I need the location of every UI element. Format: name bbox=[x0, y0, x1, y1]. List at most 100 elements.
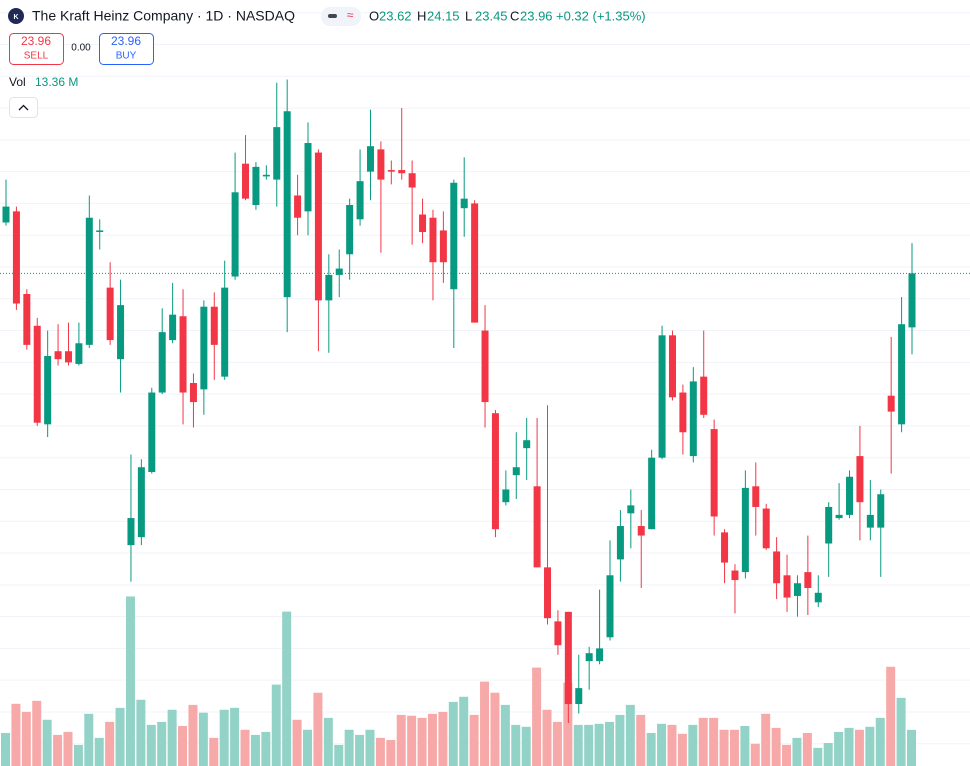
volume-bar bbox=[886, 666, 896, 766]
candle-body bbox=[679, 392, 687, 433]
volume-bar bbox=[146, 724, 156, 766]
candle-body bbox=[783, 575, 791, 598]
candle-body bbox=[606, 575, 614, 638]
volume-bar bbox=[282, 611, 292, 766]
volume-bar bbox=[594, 723, 604, 766]
ohlc-value: 23.62 bbox=[379, 8, 412, 23]
ohlc-letter: O bbox=[369, 8, 379, 23]
volume-bar bbox=[157, 721, 167, 766]
volume-bar bbox=[94, 737, 104, 766]
candle-body bbox=[648, 457, 656, 530]
volume-bar bbox=[823, 743, 833, 766]
candle-body bbox=[814, 592, 822, 603]
candle-body bbox=[835, 514, 843, 519]
volume-value: 13.36 M bbox=[35, 75, 78, 89]
volume-bar bbox=[480, 681, 490, 766]
candle-body bbox=[158, 332, 166, 393]
volume-bar bbox=[438, 711, 448, 766]
volume-bar bbox=[73, 744, 83, 766]
volume-bar bbox=[1, 733, 10, 766]
candle-body bbox=[450, 182, 458, 290]
ohlc-letter: L bbox=[465, 8, 472, 23]
candle-body bbox=[700, 376, 708, 415]
candle-body bbox=[408, 173, 416, 188]
candle-body bbox=[33, 325, 41, 423]
volume-bar bbox=[240, 729, 250, 766]
candle-body bbox=[221, 287, 229, 377]
volume-bar bbox=[303, 729, 312, 766]
pill-icon: ≈ bbox=[347, 8, 354, 22]
candle-body bbox=[846, 476, 854, 515]
volume-bar bbox=[490, 692, 500, 766]
collapse-button[interactable] bbox=[9, 97, 38, 118]
volume-bar bbox=[198, 712, 208, 766]
volume-title: Vol bbox=[9, 75, 26, 89]
volume-bar bbox=[646, 733, 656, 766]
candle-body bbox=[898, 324, 906, 425]
candle-body bbox=[554, 621, 562, 646]
ohlc-letter: C bbox=[510, 8, 519, 23]
pill-icon bbox=[328, 14, 337, 18]
volume-bar bbox=[63, 731, 73, 766]
volume-bar bbox=[615, 714, 625, 766]
volume-bar bbox=[42, 719, 52, 766]
volume-bar bbox=[355, 734, 365, 766]
volume-bar bbox=[136, 699, 146, 766]
candle-body bbox=[273, 127, 281, 180]
candle-body bbox=[127, 518, 135, 546]
candle-body bbox=[96, 230, 104, 233]
volume-bar bbox=[542, 709, 552, 766]
volume-bar bbox=[115, 707, 125, 766]
candle-body bbox=[346, 205, 354, 255]
volume-bar bbox=[271, 684, 281, 766]
candle-body bbox=[366, 146, 374, 172]
volume-bar bbox=[667, 724, 677, 766]
volume-bar bbox=[417, 717, 427, 766]
candle-body bbox=[721, 532, 729, 563]
volume-bar bbox=[500, 704, 510, 766]
candle-body bbox=[12, 211, 20, 304]
candle-body bbox=[471, 203, 479, 323]
candle-body bbox=[616, 526, 624, 560]
volume-bar bbox=[178, 725, 188, 766]
spread: 0.00 bbox=[71, 43, 91, 54]
volume-bar bbox=[584, 724, 594, 766]
volume-bar bbox=[167, 709, 177, 766]
volume-bar bbox=[854, 729, 864, 766]
candle-body bbox=[481, 330, 489, 403]
volume-bar bbox=[792, 737, 802, 766]
status-pill[interactable] bbox=[321, 7, 361, 26]
volume-bar bbox=[844, 727, 854, 766]
volume-bar bbox=[375, 737, 385, 766]
candle-body bbox=[533, 486, 541, 568]
candle-body bbox=[294, 195, 302, 218]
volume-bar bbox=[657, 723, 667, 766]
candle-body bbox=[523, 440, 531, 449]
candle-body bbox=[398, 170, 406, 174]
sell-button[interactable] bbox=[9, 33, 64, 65]
candle-body bbox=[189, 383, 197, 403]
candle-body bbox=[75, 343, 83, 364]
buy-button[interactable] bbox=[99, 33, 154, 65]
candle-body bbox=[262, 174, 270, 177]
logo bbox=[8, 8, 24, 24]
change: +0.32 (+1.35%) bbox=[556, 8, 646, 23]
candle-body bbox=[439, 230, 447, 263]
candle-body bbox=[866, 514, 874, 528]
sell-label: SELL bbox=[24, 51, 49, 62]
volume-bar bbox=[750, 743, 760, 766]
volume-bar bbox=[427, 713, 437, 766]
candle-body bbox=[231, 192, 239, 277]
volume-bar bbox=[407, 715, 417, 766]
candle-body bbox=[242, 163, 250, 199]
candle-body bbox=[544, 567, 552, 619]
candle-body bbox=[23, 294, 31, 345]
candle-body bbox=[887, 395, 895, 412]
candle-body bbox=[741, 487, 749, 573]
volume-bar bbox=[875, 717, 885, 766]
candle-body bbox=[596, 648, 604, 662]
volume-bar bbox=[53, 734, 63, 766]
volume-bar bbox=[740, 725, 750, 766]
volume-bar bbox=[313, 692, 323, 766]
